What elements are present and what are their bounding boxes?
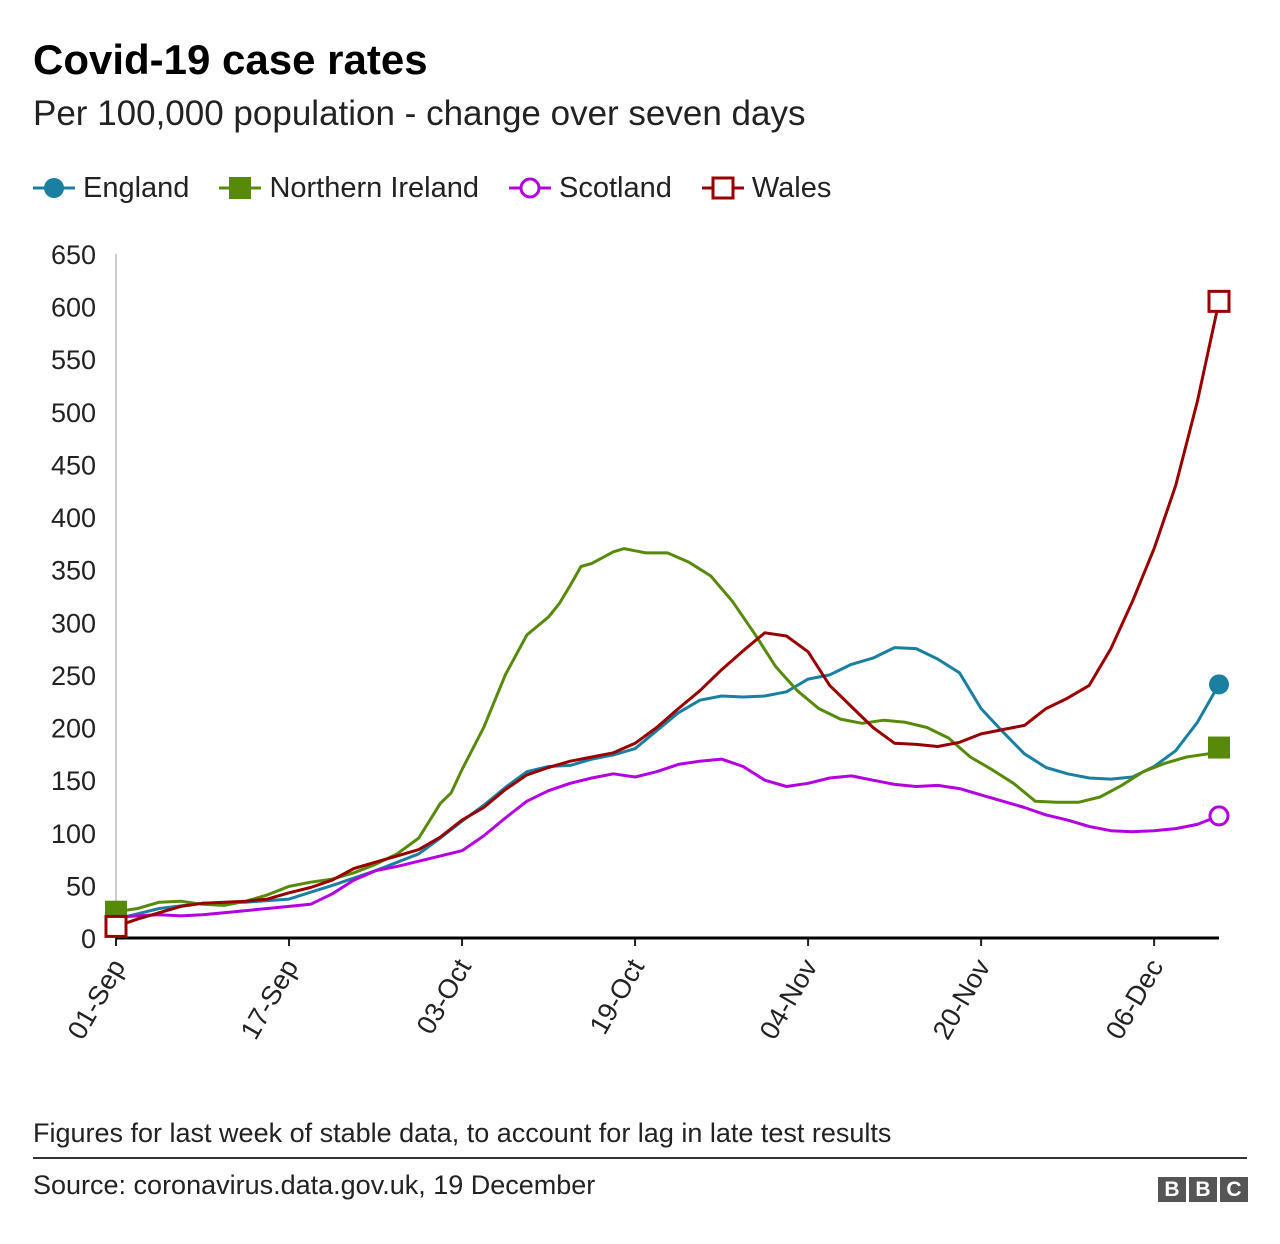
legend: England Northern Ireland Scotland Wales <box>33 168 861 208</box>
x-tick-label: 17-Sep <box>235 954 305 1044</box>
y-tick-label: 450 <box>51 450 96 480</box>
bbc-logo-block: B <box>1189 1177 1217 1202</box>
y-tick-label: 300 <box>51 608 96 638</box>
legend-swatch-northern-ireland <box>219 177 262 199</box>
x-tick-label: 20-Nov <box>927 954 997 1045</box>
source-note: Source: coronavirus.data.gov.uk, 19 Dece… <box>33 1170 596 1200</box>
y-tick-label: 250 <box>51 661 96 691</box>
x-tick-label: 06-Dec <box>1100 954 1170 1044</box>
chart-subtitle: Per 100,000 population - change over sev… <box>33 94 806 133</box>
y-tick-label: 100 <box>51 819 96 849</box>
x-tick-label: 19-Oct <box>584 954 651 1040</box>
legend-item-england: England <box>33 172 189 205</box>
footnote: Figures for last week of stable data, to… <box>33 1118 892 1148</box>
series-end-marker-england <box>1209 674 1229 695</box>
line-chart: 0 50 100 150 200 250 300 350 400 450 500 550 600 650 0… <box>51 240 1231 1045</box>
legend-item-scotland: Scotland <box>509 172 672 205</box>
y-tick-label: 200 <box>51 714 96 744</box>
legend-label-scotland: Scotland <box>559 171 672 204</box>
series-end-marker-scotland <box>1208 805 1230 827</box>
y-tick-label: 0 <box>81 924 96 954</box>
legend-label-england: England <box>83 171 190 204</box>
y-tick-label: 600 <box>51 293 96 323</box>
bbc-logo-block: C <box>1220 1177 1248 1202</box>
legend-swatch-scotland <box>509 177 551 199</box>
legend-item-northern-ireland: Northern Ireland <box>219 172 479 205</box>
y-tick-label: 500 <box>51 398 96 428</box>
bbc-logo-block: B <box>1158 1177 1186 1202</box>
series-end-marker-wales <box>1207 289 1231 313</box>
x-tick-label: 03-Oct <box>411 954 478 1040</box>
chart-title: Covid-19 case rates <box>33 36 428 83</box>
series-start-marker-wales <box>104 914 128 938</box>
legend-swatch-england <box>33 178 75 198</box>
y-tick-label: 150 <box>51 766 96 796</box>
x-tick-label: 04-Nov <box>754 954 824 1045</box>
y-tick-label: 650 <box>51 240 96 270</box>
legend-label-northern-ireland: Northern Ireland <box>269 171 479 204</box>
divider <box>33 1157 1247 1159</box>
legend-label-wales: Wales <box>751 171 832 204</box>
series-end-marker-northern-ireland <box>1208 736 1230 759</box>
series-line-england <box>114 646 1221 921</box>
series-line-scotland <box>114 757 1221 919</box>
y-tick-label: 350 <box>51 556 96 586</box>
legend-item-wales: Wales <box>701 171 832 205</box>
y-tick-label: 50 <box>66 871 96 901</box>
x-tick-label: 01-Sep <box>62 954 132 1044</box>
y-tick-label: 400 <box>51 503 96 533</box>
series-line-wales <box>114 299 1221 928</box>
legend-swatch-wales <box>701 176 744 200</box>
y-tick-label: 550 <box>51 345 96 375</box>
series-line-northern-ireland <box>114 547 1221 914</box>
